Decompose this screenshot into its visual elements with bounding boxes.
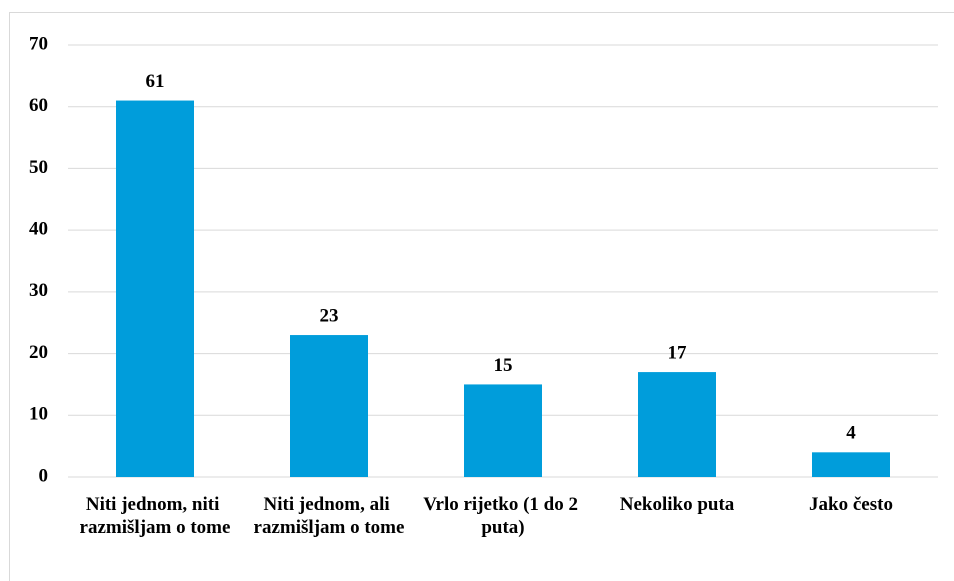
y-tick-label: 10 <box>29 404 48 425</box>
y-tick-label: 40 <box>29 219 48 240</box>
data-label: 4 <box>846 423 856 444</box>
bar <box>116 100 194 478</box>
data-label: 61 <box>146 71 165 92</box>
x-tick-label: Nekoliko puta <box>620 494 735 515</box>
chart-frame <box>9 12 954 581</box>
bar <box>464 384 542 477</box>
bar <box>812 452 890 477</box>
y-tick-label: 20 <box>29 342 48 363</box>
bar <box>638 372 716 477</box>
x-tick-label: Niti jednom, ali razmišljam o tome <box>254 494 405 538</box>
x-tick-label: Vrlo rijetko (1 do 2 puta) <box>423 494 583 538</box>
y-tick-label: 0 <box>39 465 49 486</box>
y-tick-label: 30 <box>29 280 48 301</box>
y-tick-label: 50 <box>29 157 48 178</box>
y-tick-label: 70 <box>29 33 48 54</box>
y-tick-label: 60 <box>29 95 48 116</box>
x-tick-label: Jako često <box>809 494 893 515</box>
x-tick-label: Niti jednom, niti razmišljam o tome <box>80 494 231 538</box>
data-label: 17 <box>668 342 688 363</box>
bar <box>290 335 368 477</box>
data-label: 15 <box>494 355 513 376</box>
data-label: 23 <box>320 305 339 326</box>
